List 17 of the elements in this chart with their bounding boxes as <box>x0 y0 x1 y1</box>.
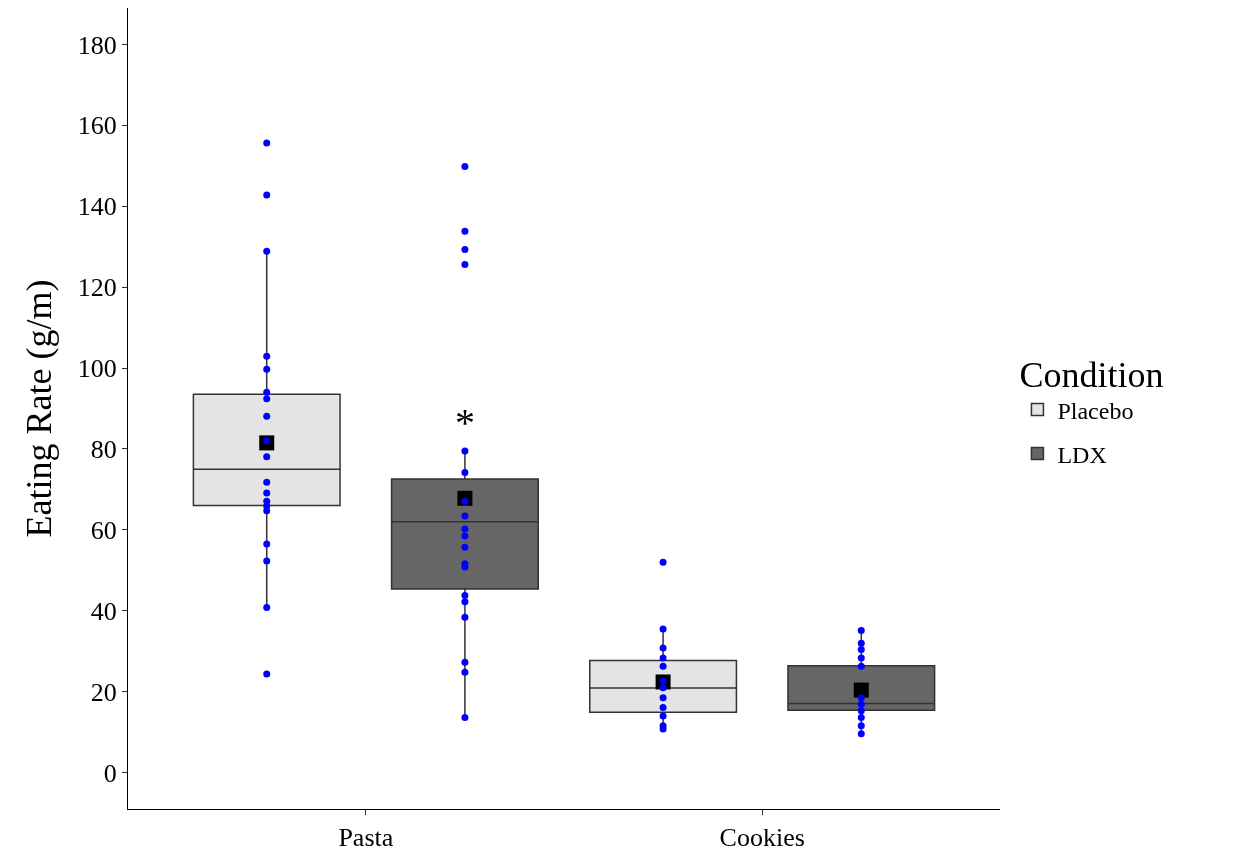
y-tick-label: 80 <box>90 435 117 465</box>
y-tick-label: 20 <box>90 677 117 707</box>
annotation: * <box>455 400 475 445</box>
y-tick-label: 140 <box>77 192 117 222</box>
legend-title: Condition <box>1019 355 1164 396</box>
y-axis-title: Eating Rate (g/m) <box>18 279 59 538</box>
y-tick-label: 120 <box>77 273 117 303</box>
y-tick-label: 40 <box>90 596 117 626</box>
legend-label: LDX <box>1057 441 1107 468</box>
y-tick-label: 180 <box>77 30 117 60</box>
x-tick-label: Pasta <box>338 823 394 853</box>
legend-label: Placebo <box>1057 397 1134 424</box>
y-tick-label: 100 <box>77 354 117 384</box>
y-tick-label: 60 <box>90 515 117 545</box>
y-tick-label: 160 <box>77 111 117 141</box>
x-tick-label: Cookies <box>719 823 805 853</box>
y-tick-label: 0 <box>103 758 117 788</box>
